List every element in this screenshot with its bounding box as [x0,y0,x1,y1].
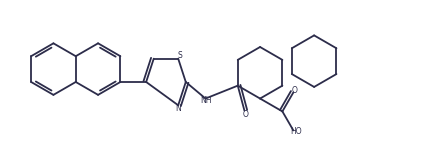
Text: O: O [242,110,248,118]
Text: N: N [175,104,181,113]
Text: HO: HO [289,127,301,136]
Text: NH: NH [200,96,211,104]
Text: O: O [291,86,297,95]
Text: S: S [177,51,181,60]
